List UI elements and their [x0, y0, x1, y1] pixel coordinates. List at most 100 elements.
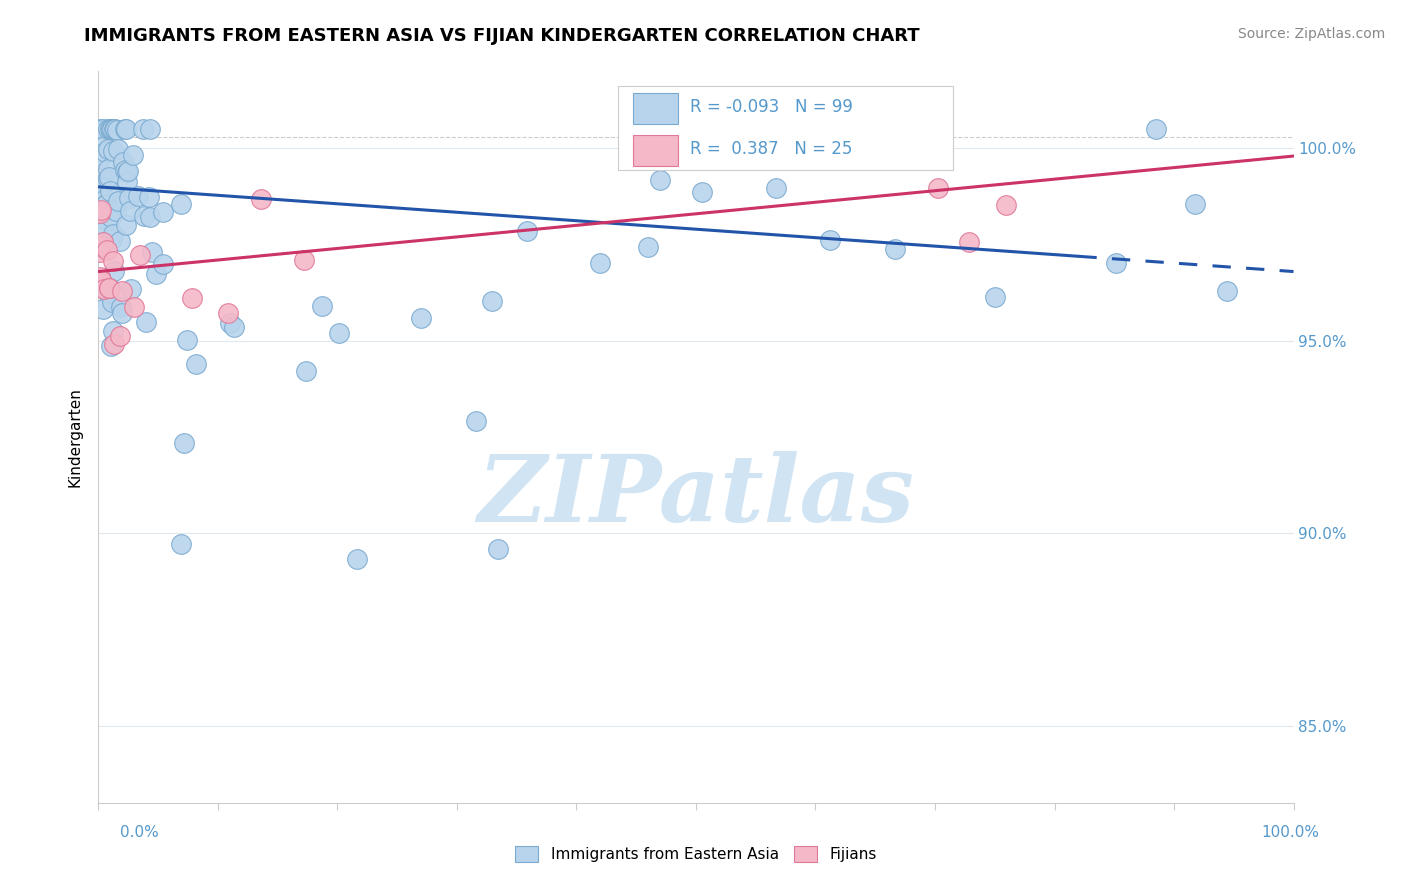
Point [97, 286, 120, 301]
Point [89, 245, 111, 260]
Text: IMMIGRANTS FROM EASTERN ASIA VS FIJIAN KINDERGARTEN CORRELATION CHART: IMMIGRANTS FROM EASTERN ASIA VS FIJIAN K… [84, 27, 920, 45]
Text: 0.0%: 0.0% [120, 825, 159, 840]
Point [1105, 256, 1128, 270]
Point [103, 336, 125, 351]
Point [114, 218, 136, 232]
Point [122, 147, 145, 161]
Text: R = -0.093   N = 99: R = -0.093 N = 99 [690, 98, 853, 116]
Point [93, 138, 115, 153]
Point [98, 281, 121, 295]
Point [114, 163, 136, 178]
Point [97, 122, 120, 136]
Point [89, 269, 111, 284]
Point [650, 173, 672, 187]
Point [295, 364, 318, 378]
Y-axis label: Kindergarten: Kindergarten [67, 387, 83, 487]
Point [90, 180, 112, 194]
Point [89, 212, 111, 227]
Point [637, 239, 659, 253]
Point [589, 256, 612, 270]
Point [118, 203, 141, 218]
Point [145, 267, 167, 281]
Point [117, 191, 139, 205]
Point [117, 175, 139, 189]
Point [101, 144, 124, 158]
Point [818, 233, 841, 247]
Point [638, 129, 661, 144]
Point [120, 282, 142, 296]
Point [995, 198, 1018, 212]
Point [98, 184, 121, 198]
Point [98, 122, 121, 136]
Point [103, 122, 125, 136]
Point [100, 339, 122, 353]
Point [647, 122, 669, 136]
Point [124, 300, 146, 314]
Point [89, 235, 111, 249]
Point [176, 333, 198, 347]
Point [90, 273, 112, 287]
Point [96, 243, 118, 257]
Point [98, 281, 121, 295]
Text: Source: ZipAtlas.com: Source: ZipAtlas.com [1237, 27, 1385, 41]
Point [111, 306, 134, 320]
Point [96, 281, 118, 295]
Point [294, 253, 316, 268]
Point [90, 273, 112, 287]
Point [141, 245, 163, 260]
Point [115, 165, 138, 179]
Point [132, 122, 155, 136]
FancyBboxPatch shape [633, 136, 678, 167]
Point [328, 326, 350, 340]
Point [411, 311, 433, 326]
Point [89, 239, 111, 253]
Point [97, 169, 120, 184]
Point [89, 205, 111, 219]
Point [101, 122, 124, 136]
Point [100, 232, 122, 246]
Point [111, 155, 134, 169]
Point [94, 197, 117, 211]
Point [219, 316, 242, 330]
Point [94, 192, 117, 206]
Point [103, 264, 125, 278]
Text: R =  0.387   N = 25: R = 0.387 N = 25 [690, 140, 852, 158]
Point [110, 300, 132, 314]
Point [1216, 284, 1239, 298]
Point [93, 224, 115, 238]
Point [465, 414, 488, 428]
Text: ZIPatlas: ZIPatlas [478, 450, 914, 541]
Point [100, 209, 122, 223]
Point [115, 122, 138, 136]
Legend: Immigrants from Eastern Asia, Fijians: Immigrants from Eastern Asia, Fijians [509, 840, 883, 868]
Point [104, 122, 127, 136]
Point [170, 197, 193, 211]
Point [346, 552, 368, 566]
Point [114, 122, 136, 136]
Point [690, 185, 713, 199]
Point [108, 234, 131, 248]
Point [217, 306, 239, 320]
Point [101, 253, 124, 268]
Point [98, 281, 121, 295]
Point [138, 190, 160, 204]
Point [184, 357, 207, 371]
Point [103, 324, 125, 338]
Point [105, 123, 128, 137]
Text: 100.0%: 100.0% [1261, 825, 1319, 840]
Point [152, 205, 174, 219]
Point [93, 282, 115, 296]
Point [134, 209, 156, 223]
Point [927, 181, 949, 195]
Point [104, 203, 127, 218]
Point [91, 301, 114, 316]
Point [100, 210, 122, 224]
Point [89, 152, 111, 166]
Point [97, 172, 120, 186]
Point [90, 203, 112, 218]
Point [765, 181, 787, 195]
Point [1184, 197, 1206, 211]
Point [111, 284, 134, 298]
Point [481, 294, 503, 309]
Point [883, 242, 905, 256]
